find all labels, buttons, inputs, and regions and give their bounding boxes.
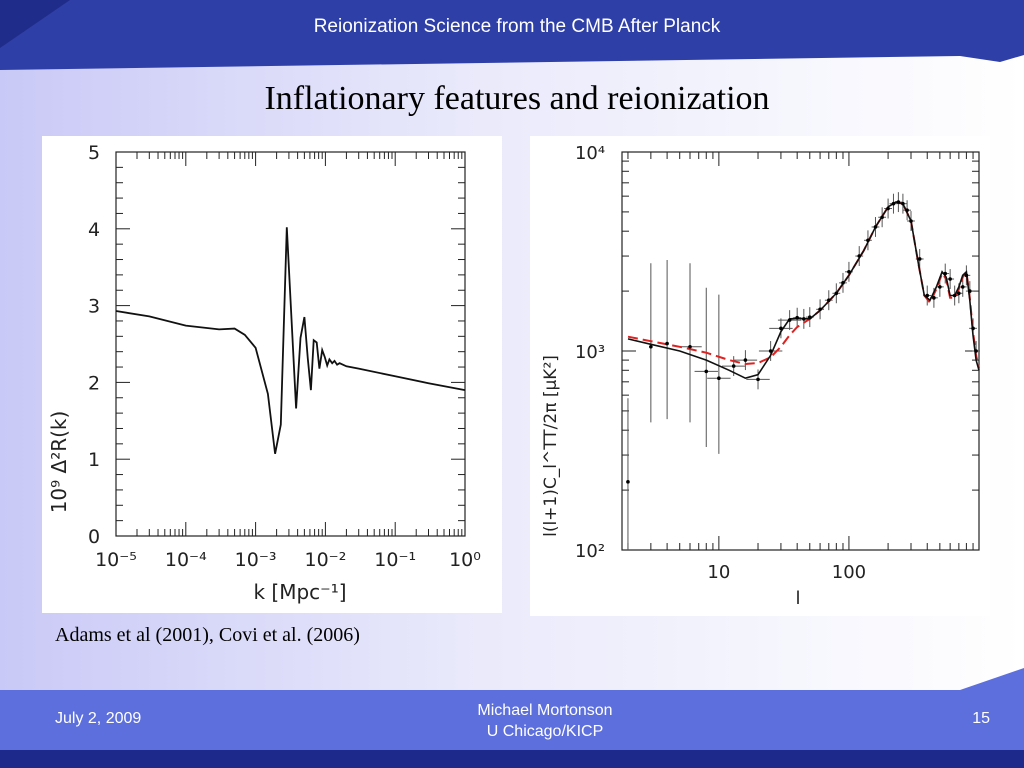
data-point xyxy=(743,358,748,362)
data-point xyxy=(841,281,845,285)
data-point xyxy=(834,291,839,296)
y-tick-label: 1 xyxy=(88,449,100,471)
data-point xyxy=(943,271,948,276)
y-tick-label: 5 xyxy=(88,142,100,164)
y-tick-label: 2 xyxy=(88,372,100,394)
y-axis-label: l(l+1)C_l^TT/2π [μK²] xyxy=(541,355,561,537)
data-point xyxy=(688,344,692,349)
x-axis-label: l xyxy=(795,588,800,609)
chart-frame xyxy=(115,151,466,537)
data-point xyxy=(968,289,972,293)
data-point xyxy=(974,349,978,353)
data-point xyxy=(704,369,709,374)
y-tick-label: 3 xyxy=(88,296,100,318)
data-point xyxy=(948,277,952,281)
data-point xyxy=(795,315,799,320)
cmb-spectrum-chart-panel: 10 100 10² 10³ 10⁴ l l(l+1)C_l^TT/2π [μK²] xyxy=(530,136,990,616)
data-point xyxy=(932,296,936,300)
footer-author: Michael Mortonson U Chicago/KICP xyxy=(420,700,670,742)
data-point xyxy=(925,293,930,298)
footer-page-number: 15 xyxy=(972,710,990,727)
y-tick-label: 4 xyxy=(88,219,100,241)
x-tick-label: 10⁻³ xyxy=(235,549,277,571)
data-point xyxy=(880,215,884,220)
data-point xyxy=(971,326,975,331)
data-point xyxy=(818,307,822,312)
data-point xyxy=(847,270,851,274)
data-point xyxy=(807,315,812,319)
data-point xyxy=(665,341,669,346)
data-point xyxy=(905,208,909,212)
data-point xyxy=(886,206,890,211)
series-line-red xyxy=(627,201,980,369)
data-point xyxy=(802,317,806,321)
cmb-spectrum-chart: 10 100 10² 10³ 10⁴ l l(l+1)C_l^TT/2π [μK²] xyxy=(541,143,981,609)
data-point xyxy=(957,291,961,296)
x-tick-label: 10⁻⁴ xyxy=(165,549,207,571)
x-tick-label: 10⁻⁵ xyxy=(95,549,137,571)
data-point xyxy=(938,285,942,289)
header-bar-shape xyxy=(0,0,1024,70)
y-tick-label: 10³ xyxy=(575,342,605,363)
data-point xyxy=(891,201,896,206)
data-point xyxy=(731,364,736,368)
deck-title: Reionization Science from the CMB After … xyxy=(313,16,721,37)
x-tick-label: 10⁻¹ xyxy=(374,549,416,571)
footer-author-name: Michael Mortonson xyxy=(477,702,613,719)
data-point xyxy=(866,238,870,243)
series-line-black xyxy=(627,201,980,380)
chart-frame xyxy=(621,151,980,551)
data-point xyxy=(960,285,965,289)
data-point xyxy=(768,349,773,353)
y-axis-label: 10⁹ Δ²R(k) xyxy=(47,411,71,514)
data-point xyxy=(901,201,905,206)
footer-author-affiliation: U Chicago/KICP xyxy=(486,723,604,740)
slide-title: Inflationary features and reionization xyxy=(264,80,770,117)
slide-footer xyxy=(0,668,1024,768)
slide-header: Reionization Science from the CMB After … xyxy=(0,0,1024,70)
power-spectrum-chart-panel: 10⁻⁵ 10⁻⁴ 10⁻³ 10⁻² 10⁻¹ 10⁰ 0 1 2 3 4 5 k [Mpc⁻¹] … xyxy=(42,136,502,613)
data-point xyxy=(756,377,760,382)
footer-date: July 2, 2009 xyxy=(55,710,142,727)
data-point xyxy=(787,318,792,322)
data-point xyxy=(626,480,630,484)
data-point xyxy=(964,273,969,278)
y-tick-label: 10² xyxy=(575,541,605,562)
data-point xyxy=(896,200,901,204)
x-tick-label: 100 xyxy=(832,562,866,583)
x-tick-label: 10⁰ xyxy=(449,549,481,571)
data-point xyxy=(952,293,957,298)
x-tick-label: 10⁻² xyxy=(304,549,346,571)
y-tick-label: 10⁴ xyxy=(575,143,605,164)
series-line xyxy=(115,227,466,454)
x-axis-label: k [Mpc⁻¹] xyxy=(253,580,346,604)
data-point xyxy=(917,257,922,261)
data-point xyxy=(779,326,783,331)
data-point xyxy=(857,254,862,258)
data-point xyxy=(649,344,653,349)
data-point xyxy=(873,225,878,229)
footer-bar-shape xyxy=(0,668,1024,768)
y-tick-label: 0 xyxy=(88,526,100,548)
data-point xyxy=(717,376,721,380)
data-point xyxy=(826,298,831,303)
citation-text: Adams et al (2001), Covi et al. (2006) xyxy=(55,624,360,646)
x-tick-label: 10 xyxy=(707,562,730,583)
data-point xyxy=(909,219,913,223)
